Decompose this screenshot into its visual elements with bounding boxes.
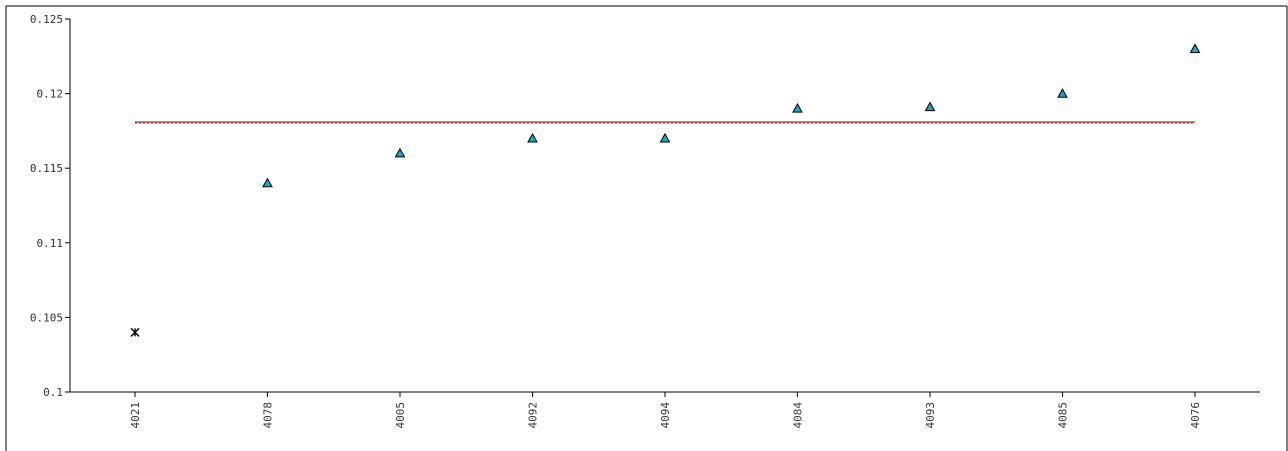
data-point-triangle <box>924 101 936 112</box>
y-tick-label: 0.12 <box>37 88 64 101</box>
x-tick-label: 4005 <box>394 402 407 429</box>
data-point-triangle <box>1057 88 1068 98</box>
data-point-triangle <box>792 102 803 113</box>
data-point-triangle <box>527 132 538 143</box>
y-tick-label: 0.125 <box>30 13 63 26</box>
y-tick-label: 0.1 <box>43 386 63 399</box>
x-tick-label: 4078 <box>262 402 275 429</box>
data-point-asterisk <box>130 327 140 337</box>
data-point-triangle <box>1189 43 1201 53</box>
x-tick-label: 4085 <box>1057 402 1070 429</box>
data-point-triangle <box>262 177 273 188</box>
x-tick-label: 4093 <box>924 402 937 429</box>
x-tick-label: 4092 <box>527 402 540 429</box>
data-point-triangle <box>394 147 406 158</box>
y-tick-label: 0.105 <box>30 311 63 324</box>
data-point-triangle <box>659 132 671 143</box>
y-tick-label: 0.11 <box>37 237 64 250</box>
y-tick-label: 0.115 <box>30 162 63 175</box>
x-tick-label: 4021 <box>129 402 142 429</box>
x-tick-label: 4076 <box>1189 402 1202 429</box>
x-tick-label: 4084 <box>792 402 805 429</box>
x-tick-label: 4094 <box>659 402 672 429</box>
